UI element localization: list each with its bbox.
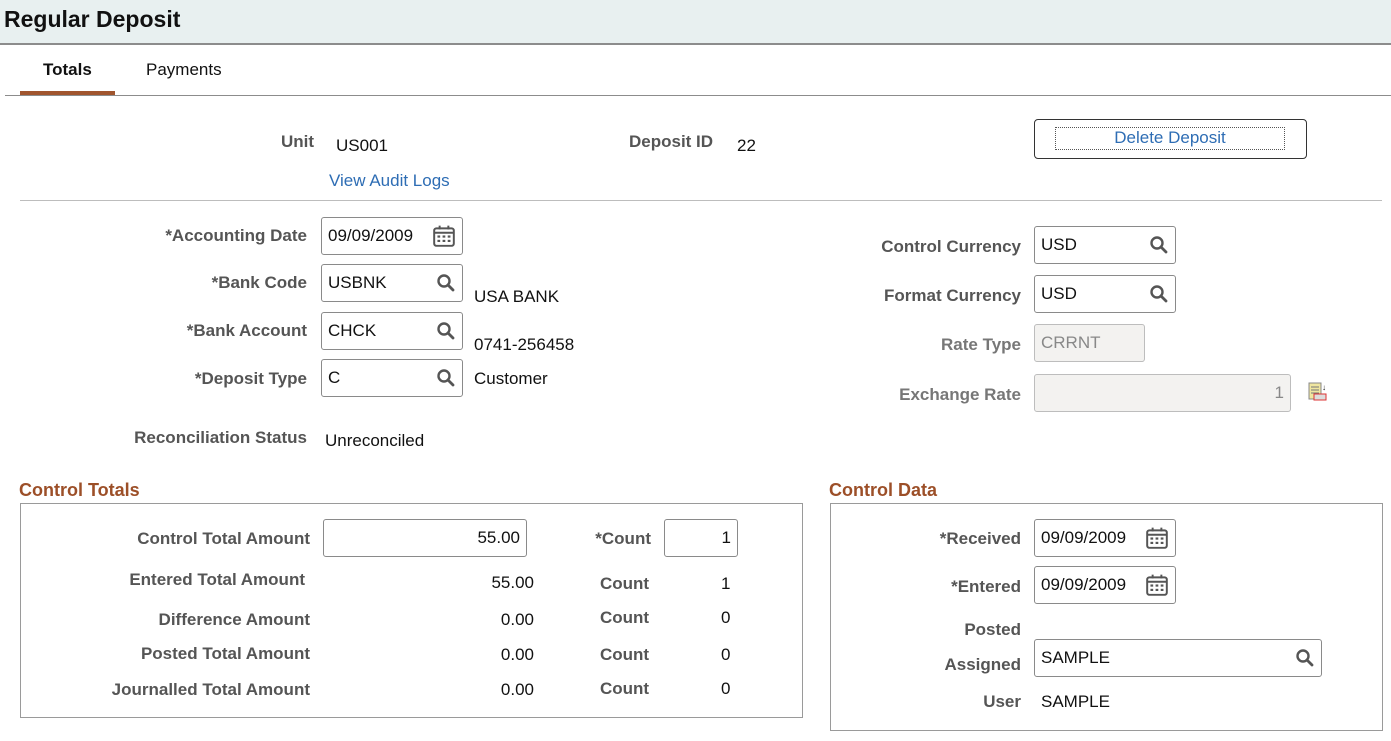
user-label: User [983,692,1021,711]
journalled-count-label: Count [600,679,650,698]
format-currency-field[interactable]: USD [1034,275,1176,313]
received-date-field[interactable]: 09/09/2009 [1034,519,1176,557]
search-icon[interactable] [436,273,456,293]
deposit-type-field[interactable]: C [321,359,463,397]
control-total-amount-field[interactable]: 55.00 [323,519,527,557]
exchange-rate-detail-icon[interactable]: ↓ [1308,382,1328,402]
svg-text:↓: ↓ [1322,383,1326,392]
assigned-label: Assigned [944,655,1021,674]
posted-total-value: 0.00 [500,645,534,664]
page-title: Regular Deposit [4,6,181,32]
reconciliation-status-label: Reconciliation Status [134,428,307,447]
control-totals-box [20,503,803,718]
entered-count-value: 1 [721,574,731,593]
control-total-amount-value: 55.00 [477,528,520,547]
bank-code-value: USBNK [328,273,387,292]
tab-totals[interactable]: Totals [43,60,92,79]
rate-type-label: Rate Type [941,335,1021,354]
divider [20,200,1382,201]
search-icon[interactable] [436,368,456,388]
control-currency-value: USD [1041,235,1077,254]
bank-code-label: *Bank Code [211,273,307,292]
format-currency-label: Format Currency [884,286,1021,305]
deposit-type-value: C [328,368,341,387]
unit-value: US001 [336,136,388,155]
difference-amount-value: 0.00 [500,610,534,629]
exchange-rate-label: Exchange Rate [899,385,1021,404]
posted-total-label: Posted Total Amount [140,644,310,663]
deposit-type-label: *Deposit Type [194,369,307,388]
accounting-date-label: *Accounting Date [165,226,307,245]
posted-label: Posted [964,620,1021,639]
difference-amount-label: Difference Amount [158,610,310,629]
deposit-id-value: 22 [737,136,756,155]
count-required-label: *Count [595,529,651,548]
control-currency-field[interactable]: USD [1034,226,1176,264]
bank-account-field[interactable]: CHCK [321,312,463,350]
deposit-type-desc: Customer [474,369,548,388]
entered-date-field[interactable]: 09/09/2009 [1034,566,1176,604]
tab-divider [5,95,1391,96]
entered-total-label: Entered Total Amount [129,570,305,589]
difference-count-label: Count [600,608,650,627]
bank-account-label: *Bank Account [186,321,307,340]
assigned-value: SAMPLE [1041,648,1110,667]
search-icon[interactable] [1149,235,1169,255]
bank-code-field[interactable]: USBNK [321,264,463,302]
entered-date-value: 09/09/2009 [1041,575,1127,594]
posted-count-label: Count [600,645,650,664]
journalled-total-value: 0.00 [500,680,534,699]
journalled-count-value: 0 [721,679,731,698]
search-icon[interactable] [436,321,456,341]
received-label: *Received [939,529,1021,548]
tab-payments[interactable]: Payments [146,60,222,79]
bank-name: USA BANK [474,287,560,306]
accounting-date-field[interactable]: 09/09/2009 [321,217,463,255]
control-data-title: Control Data [829,480,937,500]
count-value: 1 [721,528,731,547]
calendar-icon[interactable] [1145,573,1169,597]
control-data-box [830,503,1383,731]
reconciliation-status-value: Unreconciled [325,431,425,450]
search-icon[interactable] [1149,284,1169,304]
unit-label: Unit [281,132,315,151]
view-audit-logs-link[interactable]: View Audit Logs [329,171,450,190]
deposit-id-label: Deposit ID [629,132,714,151]
rate-type-field: CRRNT [1034,324,1145,362]
difference-count-value: 0 [721,608,731,627]
control-total-amount-label: Control Total Amount [137,529,310,548]
rate-type-value: CRRNT [1041,333,1101,352]
accounting-date-value: 09/09/2009 [328,226,414,245]
calendar-icon[interactable] [1145,526,1169,550]
calendar-icon[interactable] [432,224,456,248]
journalled-total-label: Journalled Total Amount [111,680,310,699]
bank-account-value: CHCK [328,321,377,340]
delete-deposit-label: Delete Deposit [1055,127,1285,150]
format-currency-value: USD [1041,284,1077,303]
bank-account-number: 0741-256458 [474,335,575,354]
control-totals-title: Control Totals [19,480,140,500]
entered-count-label: Count [600,574,650,593]
delete-deposit-button[interactable]: Delete Deposit [1034,119,1307,159]
selected-tab-indicator [20,91,115,95]
entered-label: *Entered [951,577,1021,596]
assigned-field[interactable]: SAMPLE [1034,639,1322,677]
exchange-rate-field: 1 [1034,374,1291,412]
exchange-rate-value: 1 [1274,383,1284,402]
posted-count-value: 0 [721,645,731,664]
control-currency-label: Control Currency [881,237,1021,256]
search-icon[interactable] [1295,648,1315,668]
user-value: SAMPLE [1041,692,1110,711]
entered-total-value: 55.00 [491,573,534,592]
received-date-value: 09/09/2009 [1041,528,1127,547]
count-field[interactable]: 1 [664,519,738,557]
page-header: Regular Deposit [0,0,1391,45]
